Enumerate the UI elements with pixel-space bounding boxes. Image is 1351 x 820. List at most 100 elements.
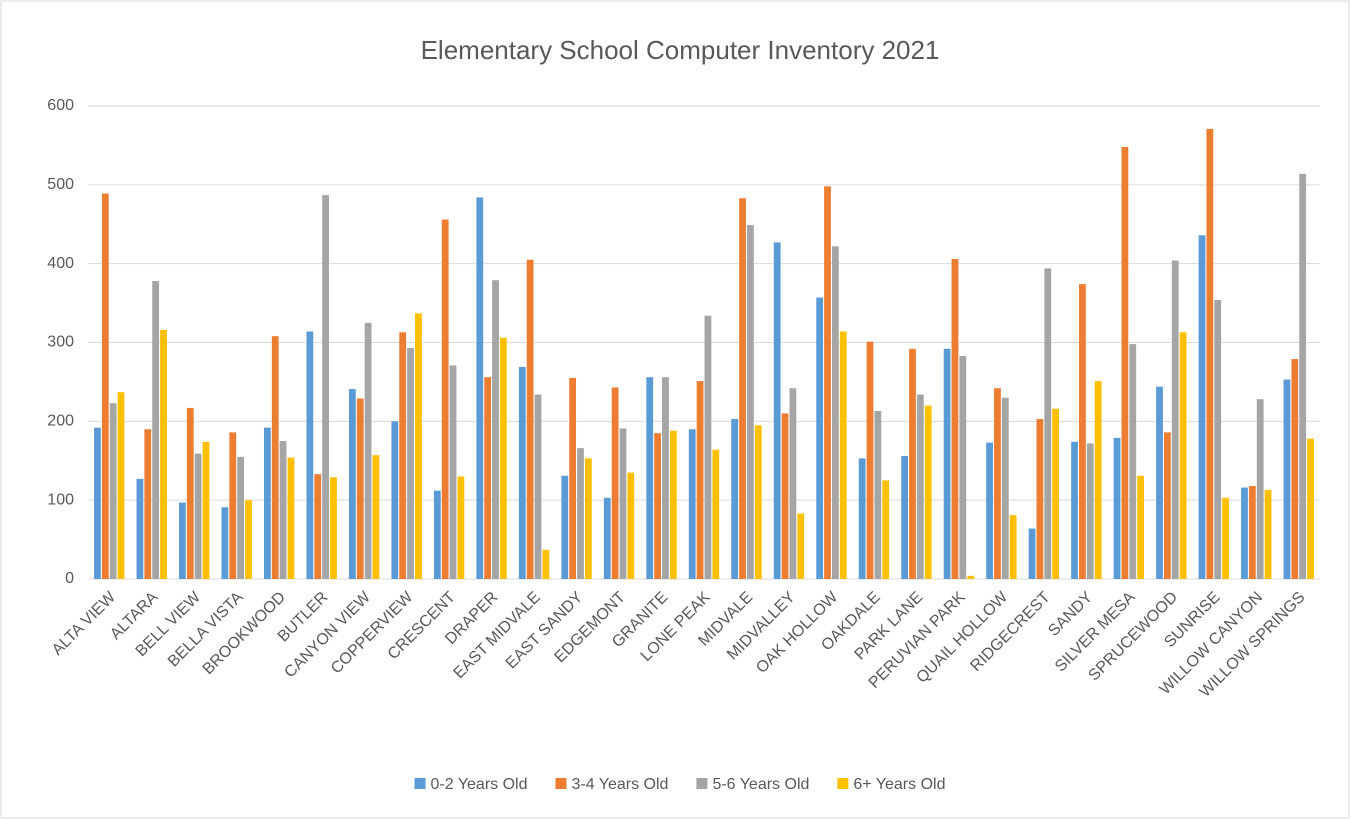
- bar: [245, 500, 252, 579]
- bar: [739, 198, 746, 580]
- bar: [1044, 268, 1052, 579]
- bar: [704, 315, 712, 579]
- bar: [824, 186, 831, 579]
- bar: [577, 448, 584, 579]
- y-tick-label: 300: [47, 334, 74, 351]
- bar: [654, 433, 661, 579]
- bar: [101, 193, 109, 579]
- bar: [179, 502, 186, 579]
- bar: [1283, 379, 1291, 579]
- legend-label: 6+ Years Old: [853, 776, 945, 793]
- bar: [1052, 408, 1060, 579]
- bar: [499, 337, 507, 579]
- bar: [1256, 399, 1264, 579]
- bar: [152, 281, 160, 579]
- bar: [1036, 418, 1044, 579]
- bar: [1071, 441, 1078, 579]
- bar: [696, 381, 704, 579]
- bar: [789, 388, 797, 579]
- bar: [399, 332, 407, 579]
- bar: [1094, 381, 1102, 579]
- bar: [279, 441, 287, 579]
- bar: [1264, 489, 1272, 579]
- bar: [1291, 359, 1299, 579]
- legend-swatch: [555, 778, 567, 789]
- bar: [322, 195, 329, 579]
- y-tick-label: 600: [47, 97, 74, 114]
- bar: [1137, 475, 1145, 579]
- bar: [194, 453, 202, 579]
- bar: [1086, 443, 1094, 579]
- bar: [967, 575, 975, 579]
- bar: [603, 497, 611, 579]
- y-tick-label: 100: [47, 491, 74, 508]
- bar: [662, 377, 669, 579]
- bar: [457, 476, 465, 579]
- bar: [407, 348, 414, 579]
- bar: [534, 394, 542, 579]
- bar: [144, 429, 152, 579]
- bar: [909, 348, 916, 579]
- bar: [1163, 432, 1171, 579]
- bar: [561, 475, 569, 579]
- bar: [627, 472, 635, 579]
- bar: [959, 355, 967, 579]
- bar: [441, 219, 449, 579]
- bar: [924, 405, 932, 579]
- bar: [364, 322, 372, 579]
- bar: [773, 242, 781, 580]
- bar: [1222, 497, 1229, 579]
- bar: [449, 365, 457, 579]
- bar: [839, 331, 847, 579]
- legend-swatch: [696, 778, 708, 789]
- bar: [1079, 284, 1086, 579]
- bar: [484, 377, 492, 579]
- bar: [433, 490, 441, 579]
- bar: [866, 341, 874, 579]
- legend-swatch: [837, 778, 849, 789]
- bar: [263, 427, 271, 579]
- y-tick-label: 500: [47, 176, 74, 193]
- legend-label: 0-2 Years Old: [431, 776, 528, 793]
- bar: [1179, 332, 1187, 579]
- bar: [415, 313, 422, 579]
- y-tick-label: 0: [65, 570, 74, 587]
- chart-title: Elementary School Computer Inventory 202…: [421, 35, 940, 65]
- bar: [476, 197, 484, 580]
- bar: [994, 388, 1001, 579]
- bar: [202, 441, 210, 579]
- bar: [356, 398, 364, 579]
- bar: [391, 421, 399, 579]
- bar: [916, 394, 924, 579]
- legend-label: 3-4 Years Old: [571, 776, 668, 793]
- legend-label: 5-6 Years Old: [712, 776, 809, 793]
- y-tick-label: 200: [47, 413, 74, 430]
- bar: [831, 246, 839, 579]
- bar: [271, 336, 279, 579]
- bar: [221, 507, 229, 579]
- bar: [611, 387, 619, 579]
- bar: [747, 225, 754, 579]
- bar: [1241, 487, 1248, 579]
- bar: [619, 428, 627, 579]
- y-tick-label: 400: [47, 255, 74, 272]
- bar: [1307, 438, 1314, 579]
- bar: [951, 258, 959, 579]
- bar: [688, 429, 696, 579]
- bar: [1121, 146, 1129, 579]
- bar: [94, 427, 101, 579]
- bar: [882, 480, 890, 579]
- bar: [117, 392, 125, 579]
- bar: [646, 377, 654, 579]
- bar: [518, 366, 526, 579]
- bar: [287, 457, 295, 579]
- bar: [584, 458, 592, 579]
- bar: [874, 411, 882, 579]
- bar: [136, 478, 144, 579]
- bar: [1198, 235, 1206, 579]
- bar: [186, 407, 194, 579]
- bar: [1299, 173, 1307, 579]
- bar: [229, 432, 237, 579]
- bar: [816, 297, 824, 579]
- bar: [1214, 299, 1222, 579]
